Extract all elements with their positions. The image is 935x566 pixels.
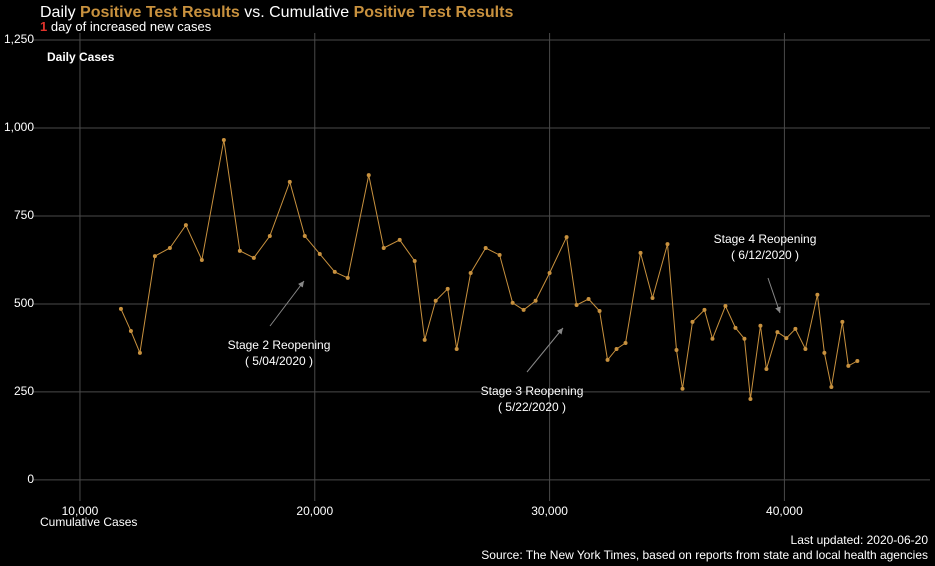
- data-point: [497, 253, 502, 258]
- data-point: [605, 357, 610, 362]
- data-point: [221, 137, 226, 142]
- data-point: [638, 250, 643, 255]
- chart-subtitle: 1 day of increased new cases: [40, 19, 212, 34]
- x-tick-label: 10,000: [62, 504, 99, 518]
- data-point: [128, 329, 133, 334]
- data-point: [199, 257, 204, 262]
- data-point: [665, 242, 670, 247]
- annotation-text: ( 5/22/2020 ): [498, 400, 566, 414]
- data-point: [445, 286, 450, 291]
- data-point: [680, 386, 685, 391]
- data-point: [167, 245, 172, 250]
- annotation-arrow: [767, 277, 781, 314]
- data-point: [623, 341, 628, 346]
- data-point: [690, 319, 695, 324]
- data-point: [614, 346, 619, 351]
- data-point: [586, 297, 591, 302]
- annotation-arrow: [269, 280, 305, 327]
- title-part: Daily: [40, 4, 80, 21]
- annotation-text: ( 5/04/2020 ): [245, 354, 313, 368]
- data-point: [237, 248, 242, 253]
- data-point: [742, 336, 747, 341]
- data-point: [748, 396, 753, 401]
- title-part: vs. Cumulative: [240, 4, 354, 21]
- y-tick-label: 1,000: [4, 120, 34, 134]
- data-point: [152, 254, 157, 259]
- y-tick-label: 0: [27, 472, 34, 486]
- data-point: [650, 295, 655, 300]
- x-tick-label: 20,000: [296, 504, 333, 518]
- data-point: [775, 330, 780, 335]
- footer-updated: Last updated: 2020-06-20: [791, 533, 929, 547]
- data-point: [829, 384, 834, 389]
- data-point: [723, 304, 728, 309]
- data-point: [251, 255, 256, 260]
- data-point: [366, 173, 371, 178]
- data-point: [564, 235, 569, 240]
- data-point: [483, 245, 488, 250]
- annotation-text: Stage 3 Reopening: [481, 384, 584, 398]
- data-point: [702, 307, 707, 312]
- data-point: [597, 308, 602, 313]
- footer-source: Source: The New York Times, based on rep…: [481, 548, 928, 562]
- y-axis-label: Daily Cases: [47, 50, 115, 64]
- data-point: [468, 270, 473, 275]
- data-point: [332, 269, 337, 274]
- data-point: [267, 234, 272, 239]
- annotation-arrow: [526, 327, 564, 373]
- data-point: [454, 346, 459, 351]
- data-point: [317, 251, 322, 256]
- title-part: Positive Test Results: [80, 4, 240, 21]
- x-tick-label: 30,000: [531, 504, 568, 518]
- data-point: [533, 298, 538, 303]
- data-point: [803, 346, 808, 351]
- y-tick-label: 1,250: [4, 32, 34, 46]
- y-tick-label: 750: [14, 208, 34, 222]
- data-point: [183, 223, 188, 228]
- data-point: [381, 245, 386, 250]
- data-line: [120, 139, 858, 400]
- data-point: [397, 237, 402, 242]
- data-point: [547, 270, 552, 275]
- data-point: [422, 337, 427, 342]
- data-point: [302, 234, 307, 239]
- data-point: [733, 325, 738, 330]
- data-point: [840, 319, 845, 324]
- y-tick-label: 500: [14, 296, 34, 310]
- subtitle-part: 1: [40, 19, 47, 34]
- data-point: [784, 336, 789, 341]
- data-point: [137, 350, 142, 355]
- data-point: [710, 336, 715, 341]
- x-axis-label: Cumulative Cases: [40, 515, 137, 529]
- data-point: [433, 298, 438, 303]
- data-point: [345, 275, 350, 280]
- annotation-text: ( 6/12/2020 ): [731, 248, 799, 262]
- data-point: [793, 326, 798, 331]
- subtitle-part: day of increased new cases: [47, 19, 212, 34]
- data-point: [287, 179, 292, 184]
- data-point: [674, 348, 679, 353]
- data-point: [822, 350, 827, 355]
- chart-title: Daily Positive Test Results vs. Cumulati…: [40, 4, 513, 21]
- y-tick-label: 250: [14, 384, 34, 398]
- data-point: [855, 358, 860, 363]
- data-point: [846, 363, 851, 368]
- data-point: [764, 367, 769, 372]
- data-point: [412, 259, 417, 264]
- x-tick-label: 40,000: [766, 504, 803, 518]
- data-point: [815, 292, 820, 297]
- title-part: Positive Test Results: [354, 4, 514, 21]
- data-point: [758, 323, 763, 328]
- data-point: [521, 307, 526, 312]
- annotation-text: Stage 2 Reopening: [228, 338, 331, 352]
- data-point: [510, 300, 515, 305]
- data-point: [118, 306, 123, 311]
- data-point: [574, 303, 579, 308]
- annotation-text: Stage 4 Reopening: [714, 232, 817, 246]
